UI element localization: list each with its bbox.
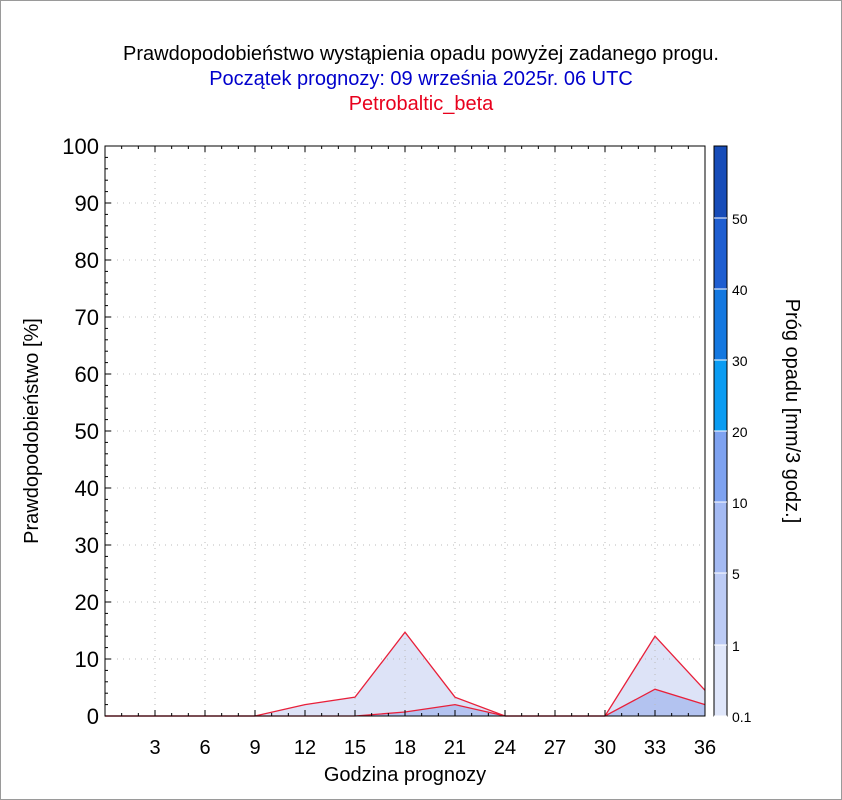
series-area-1 <box>105 689 705 716</box>
chart-title: Prawdopodobieństwo wystąpienia opadu pow… <box>123 43 719 65</box>
colorbar-segment-5 <box>714 289 727 360</box>
y-tick-label: 50 <box>75 419 99 444</box>
y-tick-label: 20 <box>75 590 99 615</box>
x-tick-label: 30 <box>594 737 616 759</box>
colorbar-level-label: 40 <box>732 282 748 298</box>
y-tick-label: 90 <box>75 191 99 216</box>
colorbar-level-label: 5 <box>732 566 740 582</box>
y-tick-label: 80 <box>75 248 99 273</box>
colorbar-level-label: 0.1 <box>732 709 752 725</box>
y-tick-label: 0 <box>87 704 99 729</box>
x-axis-label: Godzina prognozy <box>324 764 486 786</box>
x-tick-label: 33 <box>644 737 666 759</box>
x-tick-label: 6 <box>199 737 210 759</box>
forecast-start-subtitle: Początek prognozy: 09 września 2025r. 06… <box>209 68 633 90</box>
x-tick-label: 24 <box>494 737 516 759</box>
y-tick-label: 30 <box>75 533 99 558</box>
colorbar-segment-0 <box>714 645 727 716</box>
x-tick-label: 21 <box>444 737 466 759</box>
colorbar-level-label: 20 <box>732 424 748 440</box>
colorbar-level-label: 1 <box>732 638 740 654</box>
x-tick-label: 15 <box>344 737 366 759</box>
x-tick-label: 18 <box>394 737 416 759</box>
y-tick-label: 60 <box>75 362 99 387</box>
y-tick-label: 10 <box>75 647 99 672</box>
colorbar-segment-7 <box>714 146 727 218</box>
colorbar-segment-4 <box>714 360 727 431</box>
model-name: Petrobaltic_beta <box>348 93 494 115</box>
y-tick-label: 100 <box>62 134 99 159</box>
y-axis-label: Prawdopodobieństwo [%] <box>21 318 43 544</box>
x-tick-label: 9 <box>249 737 260 759</box>
colorbar-label: Próg opadu [mm/3 godz.] <box>781 299 803 524</box>
colorbar-level-label: 50 <box>732 211 748 227</box>
colorbar-segment-3 <box>714 431 727 502</box>
colorbar-level-label: 30 <box>732 353 748 369</box>
x-tick-label: 3 <box>149 737 160 759</box>
colorbar-level-label: 10 <box>732 495 748 511</box>
gridlines <box>105 146 705 716</box>
colorbar: 0.1 1 5 10 20 30 40 50 <box>713 145 752 725</box>
y-tick-label: 40 <box>75 476 99 501</box>
colorbar-segment-1 <box>714 573 727 645</box>
y-tick-label: 70 <box>75 305 99 330</box>
x-tick-label: 12 <box>294 737 316 759</box>
colorbar-segment-6 <box>714 218 727 289</box>
colorbar-segment-2 <box>714 502 727 573</box>
x-tick-label: 36 <box>694 737 716 759</box>
x-tick-label: 27 <box>544 737 566 759</box>
